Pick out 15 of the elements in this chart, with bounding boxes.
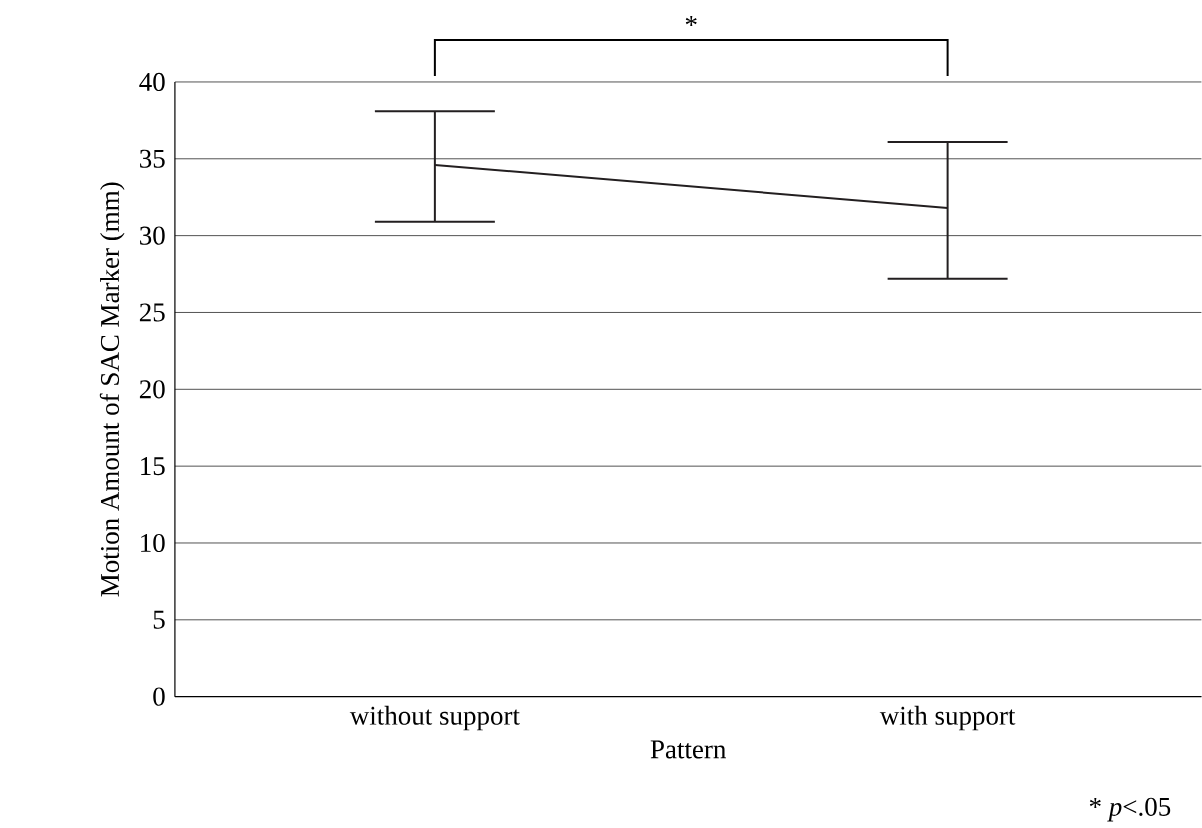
y-tick-label: 40 xyxy=(139,73,165,92)
y-tick-label: 25 xyxy=(139,303,165,322)
y-tick-label: 15 xyxy=(141,457,165,476)
y-tick-label: 30 xyxy=(140,226,165,245)
x-axis-title: Pattern xyxy=(650,740,726,759)
x-tick-label: with support xyxy=(879,706,1016,731)
y-tick-label: 5 xyxy=(153,611,165,629)
text: *p<.05 xyxy=(1089,797,1171,822)
y-axis-title: Motion Amount of SAC Marker (mm) xyxy=(99,182,125,597)
y-tick-label: 10 xyxy=(141,534,165,553)
y-tick-label: 35 xyxy=(140,149,165,169)
y-tick-label: 0 xyxy=(153,687,165,706)
y-tick-label: 20 xyxy=(139,380,165,399)
text: * xyxy=(685,16,697,27)
x-tick-label: without support xyxy=(349,706,520,731)
